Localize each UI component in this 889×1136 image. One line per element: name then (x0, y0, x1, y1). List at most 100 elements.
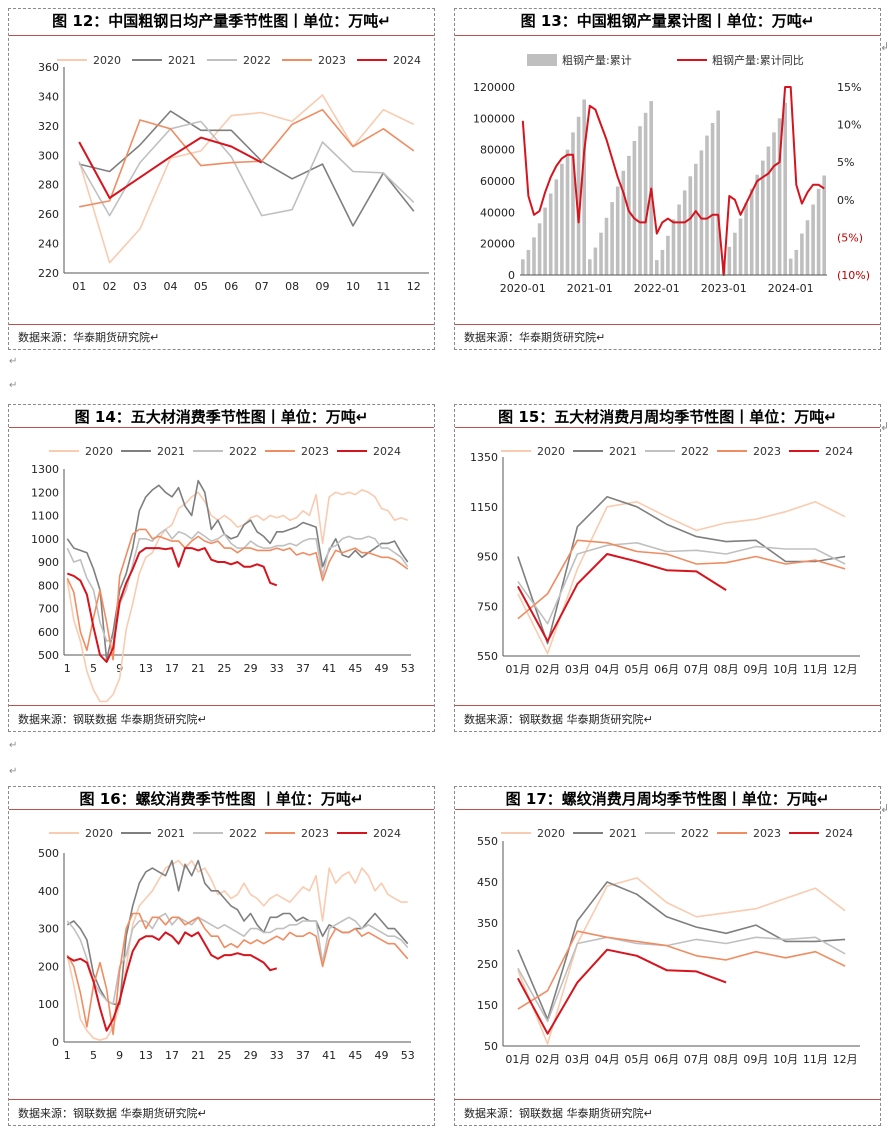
x-tick-label: 13 (139, 662, 153, 675)
x-tick-label: 05月 (624, 1053, 649, 1066)
series-line-yoy (521, 86, 825, 276)
x-tick-label: 53 (401, 662, 415, 675)
y-tick-label: 500 (38, 847, 59, 860)
series-line-2024 (517, 553, 727, 643)
series-line-2024 (66, 931, 278, 1032)
x-tick-label: 10月 (773, 663, 798, 676)
y-tick-label: 700 (38, 603, 59, 616)
legend-label: 2021 (168, 54, 196, 67)
x-tick-label: 03月 (565, 1053, 590, 1066)
series-line-2022 (517, 936, 846, 1023)
x-tick-label: 33 (270, 1049, 284, 1062)
bar (554, 179, 559, 275)
bar (761, 160, 765, 275)
bar (677, 204, 681, 275)
bar (655, 260, 659, 275)
x-tick-label: 45 (348, 662, 362, 675)
x-tick-label: 37 (296, 1049, 310, 1062)
x-tick-label: 09月 (743, 663, 768, 676)
x-tick-label: 11月 (803, 1053, 828, 1066)
bar (627, 155, 631, 275)
x-tick-label: 11月 (803, 663, 828, 676)
y-tick-label: 800 (38, 579, 59, 592)
x-tick-label: 21 (191, 1049, 205, 1062)
y-tick-label: 120000 (473, 81, 515, 94)
y-tick-label: 150 (477, 999, 498, 1012)
y-tick-label: 80000 (480, 144, 515, 157)
series-line-2022 (66, 528, 409, 642)
y-tick-label: 360 (38, 61, 59, 74)
y-tick-label: 200 (38, 960, 59, 973)
chart-plot: 550 750 950 1150 1350 01月 02月 03月 04月 05月 06月 07月 08… (470, 445, 860, 676)
panel-fig13: 图 13：中国粗钢产量累计图丨单位：万吨↵ 0 20000 40000 60000 80… (454, 8, 881, 350)
chart-plot: 500 600 700 800 900 1000 1100 1200 1300 1 5 9 13 17 21… (31, 445, 415, 703)
bar (705, 135, 709, 275)
data-source: 数据来源：华泰期货研究院↵ (464, 331, 606, 344)
x-tick-label: 5 (90, 662, 97, 675)
chart-title: 图 12：中国粗钢日均产量季节性图丨单位：万吨↵ (52, 12, 391, 30)
chart-plot: 220 240 260 280 300 320 340 360 01 02 03 04 05 06 07 08… (38, 54, 429, 293)
x-tick-label: 1 (64, 1049, 71, 1062)
y2-tick-label: (5%) (837, 231, 863, 244)
bar (805, 220, 810, 275)
data-source: 数据来源：钢联数据 华泰期货研究院↵ (464, 1107, 653, 1120)
panel-fig15: 图 15：五大材消费月周均季节性图丨单位：万吨↵ 550 750 950 1150 13… (454, 404, 881, 732)
series-line-2023 (517, 539, 846, 620)
chart-title: 图 16：螺纹消费季节性图 丨单位：万吨↵ (79, 790, 364, 808)
x-tick-label: 01月 (505, 1053, 530, 1066)
chart-title: 图 13：中国粗钢产量累计图丨单位：万吨↵ (520, 12, 815, 30)
legend-label: 2020 (93, 54, 121, 67)
x-tick-label: 5 (90, 1049, 97, 1062)
x-tick-label: 06月 (654, 663, 679, 676)
x-tick-label: 25 (217, 662, 231, 675)
x-tick-label: 02月 (535, 663, 560, 676)
y-tick-label: 60000 (480, 175, 515, 188)
x-tick-label: 21 (191, 662, 205, 675)
x-tick-label: 49 (375, 1049, 389, 1062)
x-tick-label: 2023-01 (701, 282, 747, 295)
bar (593, 247, 598, 275)
legend-label: 2024 (825, 445, 853, 458)
x-tick-label: 02月 (535, 1053, 560, 1066)
x-tick-label: 06 (224, 280, 238, 293)
legend-label: 2024 (393, 54, 421, 67)
chart-plot: 50 150 250 350 450 550 01月 02月 03月 04月 05月 06月 07月 08… (477, 827, 860, 1066)
x-tick-label: 9 (116, 1049, 123, 1062)
bar (783, 102, 787, 275)
bar (610, 202, 614, 275)
series-line-2020 (517, 501, 846, 655)
bar (688, 176, 693, 275)
y-tick-label: 1200 (31, 486, 59, 499)
x-tick-label: 9 (116, 662, 123, 675)
y-tick-label: 50 (484, 1040, 498, 1053)
x-tick-label: 11 (376, 280, 390, 293)
bar (788, 258, 793, 275)
bar (565, 149, 570, 275)
chart-title: 图 15：五大材消费月周均季节性图丨单位：万吨↵ (498, 408, 837, 426)
legend-label: 2023 (318, 54, 346, 67)
bar (599, 232, 603, 275)
paragraph-mark: ↵ (9, 380, 18, 391)
bar (811, 204, 815, 275)
y-tick-label: 100 (38, 998, 59, 1011)
chart-title: 图 14：五大材消费季节性图丨单位：万吨↵ (74, 408, 369, 426)
x-tick-label: 2020-01 (500, 282, 546, 295)
x-tick-label: 01 (72, 280, 86, 293)
bar (794, 249, 799, 275)
x-tick-label: 13 (139, 1049, 153, 1062)
x-tick-label: 08月 (714, 1053, 739, 1066)
x-tick-label: 41 (322, 662, 336, 675)
y-tick-label: 260 (38, 208, 59, 221)
x-tick-label: 41 (322, 1049, 336, 1062)
bar (749, 188, 754, 275)
bar (738, 218, 743, 275)
y-tick-label: 40000 (480, 206, 515, 219)
series-line-2020 (78, 94, 415, 264)
paragraph-mark: ↵ (9, 740, 18, 751)
bar (521, 259, 525, 275)
y-tick-label: 1350 (470, 451, 498, 464)
bar (638, 126, 642, 275)
bar (526, 249, 531, 275)
legend-label: 2020 (85, 445, 113, 458)
legend-label: 2021 (609, 445, 637, 458)
